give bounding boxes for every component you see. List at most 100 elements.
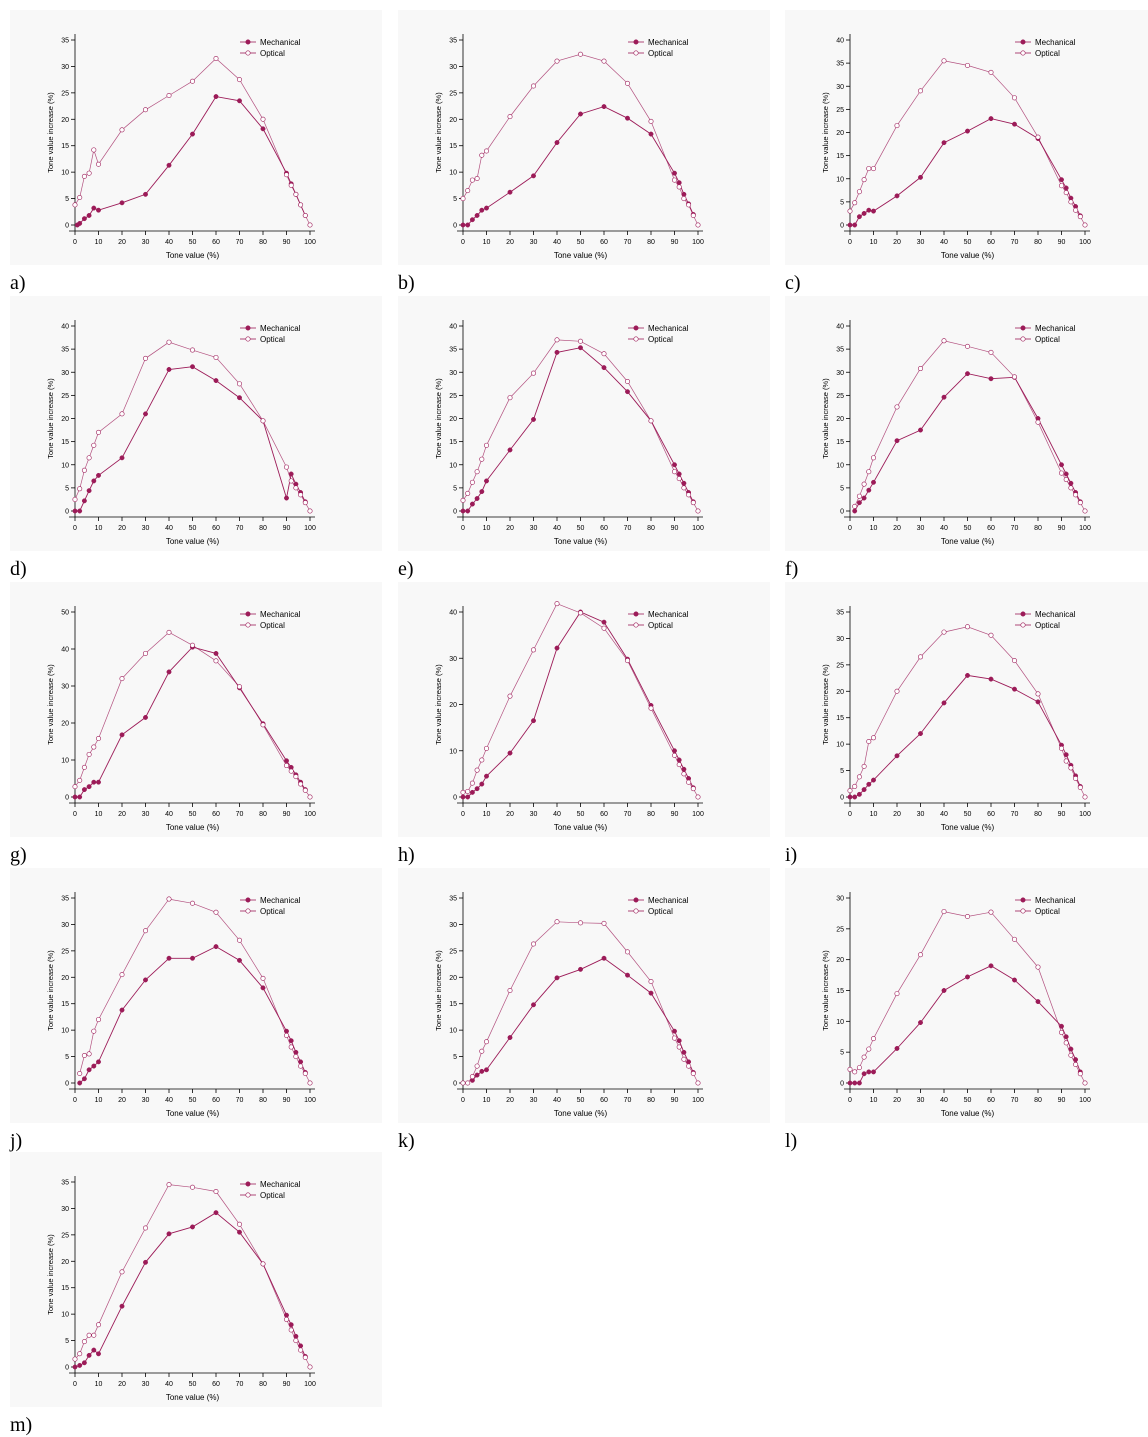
x-axis-label: Tone value (%) [166, 1109, 220, 1118]
data-point-optical [307, 1364, 313, 1370]
panel-label: i) [785, 844, 798, 866]
x-tick-label: 0 [73, 1381, 77, 1388]
data-point-optical [578, 920, 584, 926]
y-tick-label: 25 [836, 926, 844, 933]
x-tick-label: 50 [577, 239, 585, 246]
data-point-mechanical [554, 349, 560, 355]
data-point-mechanical [847, 222, 853, 228]
data-point-mechanical [507, 1035, 513, 1040]
data-point-optical [671, 1035, 677, 1041]
series-line-optical [462, 53, 699, 226]
data-point-mechanical [625, 115, 630, 121]
y-tick-label: 25 [836, 393, 844, 400]
data-point-mechanical [96, 472, 101, 478]
data-point-mechanical [852, 222, 858, 228]
y-tick-label: 0 [453, 509, 457, 516]
data-point-optical [1068, 765, 1074, 771]
data-point-optical [554, 919, 560, 925]
x-tick-label: 20 [506, 811, 514, 818]
data-point-optical [469, 780, 475, 786]
data-point-optical [293, 485, 299, 491]
y-axis-label: Tone value increase (%) [434, 378, 443, 459]
data-point-optical [190, 900, 196, 906]
x-axis-label: Tone value (%) [554, 251, 608, 260]
series-line-mechanical [463, 611, 694, 798]
data-point-mechanical [119, 455, 125, 461]
data-point-mechanical [479, 1068, 485, 1074]
data-point-mechanical [484, 478, 489, 484]
y-tick-label: 35 [836, 61, 844, 68]
x-tick-label: 90 [671, 239, 679, 246]
data-point-optical [578, 610, 584, 616]
data-point-optical [166, 896, 172, 902]
y-tick-label: 15 [61, 143, 69, 150]
x-tick-label: 80 [1034, 811, 1042, 818]
y-tick-label: 5 [840, 485, 844, 492]
data-point-mechanical [507, 189, 513, 195]
x-tick-label: 80 [1034, 1097, 1042, 1104]
x-tick-label: 70 [1011, 239, 1019, 246]
data-point-optical [856, 493, 862, 499]
data-point-optical [847, 208, 853, 214]
data-point-mechanical [894, 753, 900, 759]
series-line-optical [849, 911, 1086, 1084]
chart-panel-b: 0 10 20 30 40 50 60 70 80 90 100 0 5 10 15 20 25 30 35 Tone… [398, 10, 770, 265]
data-point-optical [695, 794, 701, 800]
y-tick-label: 10 [449, 170, 457, 177]
x-tick-label: 0 [848, 1097, 852, 1104]
data-point-mechanical [77, 1362, 83, 1368]
data-point-optical [690, 500, 696, 506]
data-point-optical [601, 625, 607, 631]
data-point-optical [190, 347, 196, 353]
data-point-optical [941, 909, 947, 915]
y-tick-label: 30 [836, 84, 844, 91]
data-point-mechanical [507, 447, 513, 453]
x-tick-label: 20 [506, 1097, 514, 1104]
data-point-optical [96, 429, 102, 435]
data-point-optical [871, 735, 877, 741]
chart-svg: 0 10 20 30 40 50 60 70 80 90 100 0 5 10 15 20 25 30 35 40 To… [46, 320, 316, 546]
y-tick-label: 5 [65, 196, 69, 203]
y-tick-label: 5 [65, 1338, 69, 1345]
data-point-mechanical [601, 619, 607, 625]
y-tick-label: 0 [65, 1081, 69, 1088]
legend-marker [633, 908, 639, 914]
x-axis-label: Tone value (%) [554, 537, 608, 546]
series-line-mechanical [472, 957, 694, 1081]
data-point-mechanical [484, 205, 489, 211]
data-point-mechanical [213, 94, 219, 100]
x-tick-label: 80 [259, 1097, 267, 1104]
data-point-optical [143, 107, 149, 113]
data-point-mechanical [988, 116, 994, 122]
data-point-optical [1058, 183, 1064, 189]
x-tick-label: 50 [964, 1097, 972, 1104]
data-point-optical [298, 1347, 304, 1353]
data-point-mechanical [86, 488, 92, 494]
chart-panel-c: 0 10 20 30 40 50 60 70 80 90 100 0 5 10 15 20 25 30 35 40 To… [785, 10, 1148, 265]
data-point-optical [1035, 691, 1041, 697]
data-point-optical [86, 1332, 92, 1338]
data-point-optical [681, 196, 687, 202]
x-tick-label: 20 [506, 239, 514, 246]
legend-marker [633, 336, 639, 342]
x-axis-label: Tone value (%) [166, 823, 220, 832]
legend-marker [245, 325, 251, 331]
y-tick-label: 20 [61, 721, 69, 728]
y-tick-label: 10 [449, 748, 457, 755]
panel-label: l) [785, 1130, 798, 1152]
y-tick-label: 5 [453, 1054, 457, 1061]
data-point-mechanical [531, 718, 536, 724]
legend-label: Optical [260, 621, 285, 630]
data-point-mechanical [460, 508, 466, 514]
x-tick-label: 70 [1011, 525, 1019, 532]
data-point-mechanical [531, 416, 536, 422]
legend-label: Mechanical [1035, 38, 1076, 47]
data-point-mechanical [852, 508, 858, 514]
y-tick-label: 15 [449, 439, 457, 446]
series-line-optical [849, 626, 1086, 798]
x-tick-label: 30 [142, 239, 150, 246]
data-point-optical [260, 975, 266, 981]
data-point-optical [77, 486, 83, 492]
data-point-optical [81, 467, 87, 473]
data-point-mechanical [469, 501, 475, 507]
